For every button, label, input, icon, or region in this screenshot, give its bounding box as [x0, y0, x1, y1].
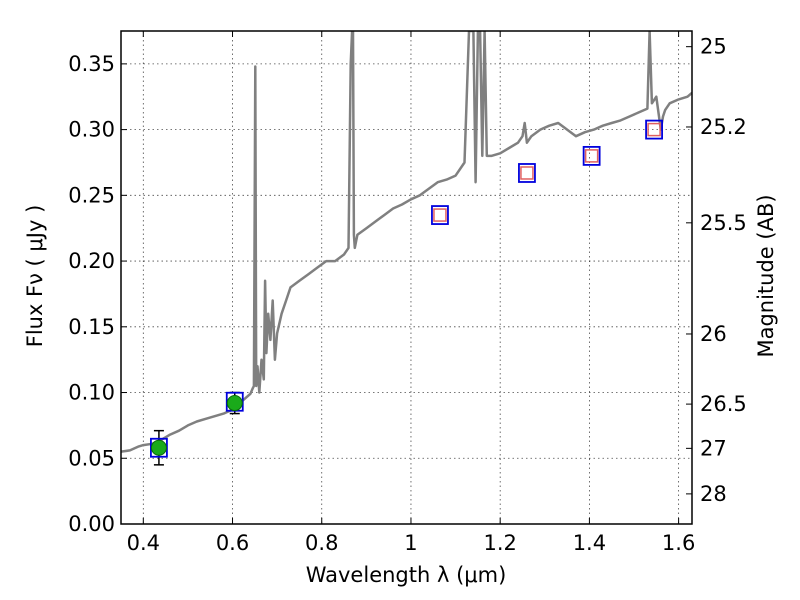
x-tick-label: 1.6 [662, 531, 695, 555]
upper-limit-marker [647, 122, 661, 137]
y-tick-label: 0.05 [68, 446, 115, 470]
mag-tick-label: 28 [700, 482, 727, 506]
mag-tick-label: 25.5 [700, 211, 747, 235]
x-tick-label: 1.2 [483, 531, 516, 555]
y2-axis-title: Magnitude (AB) [754, 194, 778, 357]
y-tick-label: 0.30 [68, 118, 115, 142]
model-box-marker [582, 145, 601, 166]
observed-point [150, 439, 167, 456]
y-tick-label: 0.35 [68, 52, 115, 76]
observed-point [226, 395, 243, 412]
model-box-marker [431, 205, 449, 225]
y-tick-label: 0.15 [68, 315, 115, 339]
mag-tick-label: 25.2 [700, 115, 747, 139]
axis-ticks: 0.4 0.6 0.8 1 1.2 1.4 1.6 0.00 0.05 0.10 0.15 0.20 0… [68, 31, 747, 555]
model-box-marker [518, 163, 536, 183]
mag-tick-label: 25 [700, 35, 727, 59]
upper-limit-marker [433, 208, 447, 222]
x-tick-label: 0.6 [216, 531, 249, 555]
plot-data [121, 31, 692, 466]
model-box-marker [645, 119, 663, 140]
x-tick-label: 1 [404, 531, 417, 555]
grid [121, 31, 692, 525]
sed-template-line [121, 31, 692, 453]
mag-tick-label: 27 [700, 436, 727, 460]
x-tick-label: 1.4 [573, 531, 606, 555]
x-axis-title: Wavelength λ (μm) [306, 563, 507, 587]
upper-limit-marker [520, 166, 534, 180]
y-tick-label: 0.20 [68, 249, 115, 273]
plot-frame [120, 30, 693, 525]
y-tick-label: 0.10 [68, 381, 115, 405]
x-tick-label: 0.4 [127, 531, 160, 555]
mag-tick-label: 26.5 [700, 392, 747, 416]
y-tick-label: 0.00 [68, 512, 115, 536]
y-tick-label: 0.25 [68, 183, 115, 207]
y-axis-title: Flux Fν ( μJy ) [23, 205, 47, 348]
mag-tick-label: 26 [700, 322, 727, 346]
x-tick-label: 0.8 [305, 531, 338, 555]
upper-limit-marker [584, 149, 599, 163]
